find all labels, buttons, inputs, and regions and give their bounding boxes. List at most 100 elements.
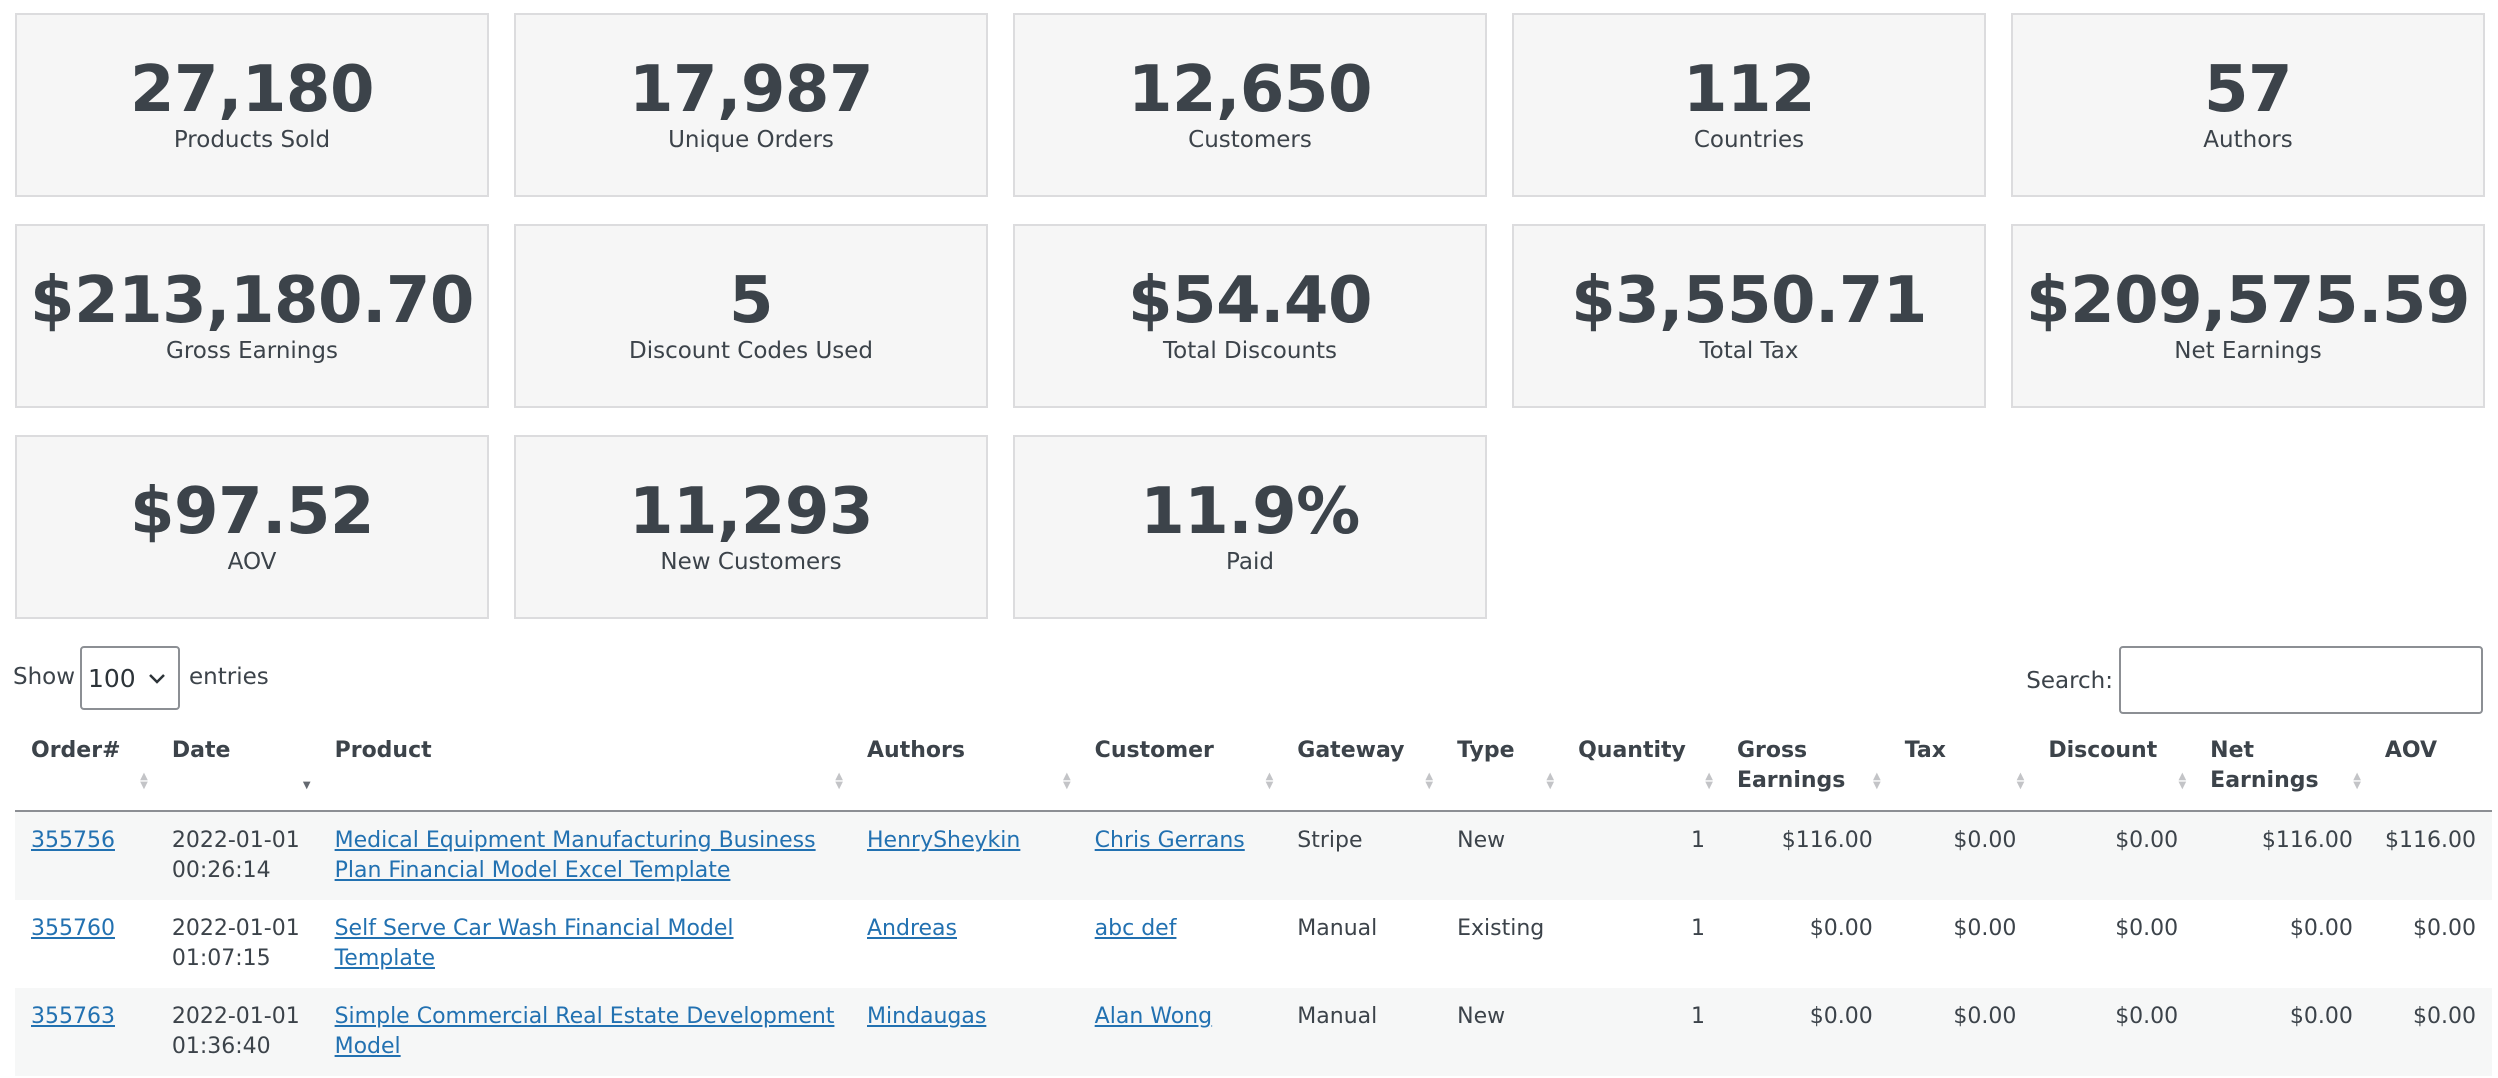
stat-value: $213,180.70 <box>30 264 474 339</box>
stat-label: Unique Orders <box>668 126 834 153</box>
order-date: 2022-01-01 01:36:40 <box>171 1004 300 1059</box>
product-link[interactable]: Medical Equipment Manufacturing Business… <box>334 828 816 883</box>
stat-card-net-earnings: $209,575.59 Net Earnings <box>2011 224 2485 408</box>
type-cell: New <box>1457 1004 1506 1029</box>
gateway-cell: Manual <box>1297 916 1378 941</box>
table-row: 355756 2022-01-01 00:26:14 Medical Equip… <box>15 811 2492 900</box>
sort-icon: ▲ ▼ <box>1873 771 1881 791</box>
gross-earnings-cell: $116.00 <box>1781 828 1873 853</box>
stat-card-paid: 11.9% Paid <box>1013 435 1487 619</box>
discount-cell: $0.00 <box>2115 916 2179 941</box>
gateway-cell: Manual <box>1297 1004 1378 1029</box>
order-link[interactable]: 355763 <box>31 1004 115 1029</box>
discount-cell: $0.00 <box>2115 828 2179 853</box>
column-header-customer[interactable]: Customer ▲ ▼ <box>1078 722 1282 812</box>
sort-icon: ▲ ▼ <box>1062 771 1071 791</box>
stats-grid: 27,180 Products Sold 17,987 Unique Order… <box>15 13 2485 619</box>
stat-card-total-tax: $3,550.71 Total Tax <box>1512 224 1986 408</box>
stat-label: Countries <box>1693 126 1805 153</box>
stat-value: 17,987 <box>629 53 873 128</box>
stat-label: Customers <box>1188 126 1312 153</box>
type-cell: New <box>1457 828 1506 853</box>
stat-label: Paid <box>1226 548 1274 575</box>
stat-label: Authors <box>2203 126 2293 153</box>
stat-label: Gross Earnings <box>166 337 338 364</box>
author-link[interactable]: Mindaugas <box>867 1004 987 1029</box>
search-input[interactable] <box>2119 646 2483 714</box>
quantity-cell: 1 <box>1690 828 1705 853</box>
column-header-type[interactable]: Type ▲ ▼ <box>1441 722 1563 812</box>
stat-card-authors: 57 Authors <box>2011 13 2485 197</box>
search-label: Search: <box>2026 668 2113 694</box>
order-link[interactable]: 355760 <box>31 916 115 941</box>
customer-link[interactable]: Chris Gerrans <box>1094 828 1245 853</box>
customer-link[interactable]: abc def <box>1094 916 1177 941</box>
quantity-cell: 1 <box>1690 916 1705 941</box>
order-date: 2022-01-01 01:07:15 <box>171 916 300 971</box>
sort-icon: ▲ ▼ <box>2178 771 2187 791</box>
net-earnings-cell: $0.00 <box>2289 916 2353 941</box>
author-link[interactable]: Andreas <box>867 916 957 941</box>
column-header-date[interactable]: Date ▼ <box>155 722 319 812</box>
column-header-order[interactable]: Order# ▲ ▼ <box>15 722 156 812</box>
stat-card-total-discounts: $54.40 Total Discounts <box>1013 224 1487 408</box>
customer-link[interactable]: Alan Wong <box>1094 1004 1213 1029</box>
sort-icon: ▲ ▼ <box>1265 771 1274 791</box>
stat-value: $97.52 <box>130 475 374 550</box>
stat-label: Net Earnings <box>2174 337 2322 364</box>
stat-card-gross-earnings: $213,180.70 Gross Earnings <box>15 224 489 408</box>
product-link[interactable]: Self Serve Car Wash Financial Model Temp… <box>334 916 734 971</box>
type-cell: Existing <box>1457 916 1545 941</box>
table-row: 355760 2022-01-01 01:07:15 Self Serve Ca… <box>15 900 2492 988</box>
stat-value: 112 <box>1682 53 1816 128</box>
sort-desc-icon: ▼ <box>302 780 311 791</box>
stat-card-countries: 112 Countries <box>1512 13 1986 197</box>
table-row: 355763 2022-01-01 01:36:40 Simple Commer… <box>15 988 2492 1076</box>
sort-icon: ▲ ▼ <box>835 771 843 791</box>
tax-cell: $0.00 <box>1953 916 2017 941</box>
column-header-gross-earnings[interactable]: Gross Earnings ▲ ▼ <box>1720 722 1889 812</box>
tax-cell: $0.00 <box>1953 828 2017 853</box>
column-header-authors[interactable]: Authors ▲ ▼ <box>851 722 1079 812</box>
sort-icon: ▲ ▼ <box>1425 771 1434 791</box>
entries-value: 100 <box>88 663 136 693</box>
discount-cell: $0.00 <box>2115 1004 2179 1029</box>
stat-label: Total Discounts <box>1163 337 1337 364</box>
author-link[interactable]: HenrySheykin <box>867 828 1021 853</box>
stat-label: Discount Codes Used <box>628 337 874 364</box>
column-header-discount[interactable]: Discount ▲ ▼ <box>2032 722 2195 812</box>
entries-label: entries <box>189 664 269 690</box>
chevron-down-icon <box>148 666 166 690</box>
entries-per-page-select[interactable]: 100 <box>80 646 180 710</box>
orders-table: Order# ▲ ▼ Date ▼ Product ▲ ▼ Authors ▲ ▼ Custo… <box>15 722 2492 1076</box>
sort-icon: ▲ ▼ <box>2353 771 2361 791</box>
sort-icon: ▲ ▼ <box>140 771 148 791</box>
stat-label: Total Tax <box>1699 337 1799 364</box>
column-header-tax[interactable]: Tax ▲ ▼ <box>1888 722 2033 812</box>
stat-value: $54.40 <box>1128 264 1372 339</box>
net-earnings-cell: $0.00 <box>2289 1004 2353 1029</box>
column-header-net-earnings[interactable]: Net Earnings ▲ ▼ <box>2194 722 2369 812</box>
column-header-gateway[interactable]: Gateway ▲ ▼ <box>1281 722 1442 812</box>
stat-value: 27,180 <box>130 53 374 128</box>
sort-icon: ▲ ▼ <box>1705 771 1713 791</box>
stat-value: $3,550.71 <box>1571 264 1927 339</box>
sort-icon: ▲ ▼ <box>1546 771 1555 791</box>
column-header-aov[interactable]: AOV <box>2368 722 2492 812</box>
order-link[interactable]: 355756 <box>31 828 115 853</box>
stat-card-new-customers: 11,293 New Customers <box>514 435 988 619</box>
gateway-cell: Stripe <box>1297 828 1363 853</box>
column-header-product[interactable]: Product ▲ ▼ <box>318 722 851 812</box>
column-header-quantity[interactable]: Quantity ▲ ▼ <box>1562 722 1721 812</box>
stat-value: 11.9% <box>1140 475 1360 550</box>
stat-card-customers: 12,650 Customers <box>1013 13 1487 197</box>
table-controls: Show 100 entries Search: <box>13 646 2483 714</box>
stat-value: $209,575.59 <box>2026 264 2470 339</box>
stat-value: 57 <box>2203 53 2293 128</box>
table-header-row: Order# ▲ ▼ Date ▼ Product ▲ ▼ Authors ▲ ▼ Custo… <box>15 722 2492 812</box>
product-link[interactable]: Simple Commercial Real Estate Developmen… <box>334 1004 835 1059</box>
stat-card-products-sold: 27,180 Products Sold <box>15 13 489 197</box>
gross-earnings-cell: $0.00 <box>1809 916 1873 941</box>
stat-value: 5 <box>728 264 774 339</box>
